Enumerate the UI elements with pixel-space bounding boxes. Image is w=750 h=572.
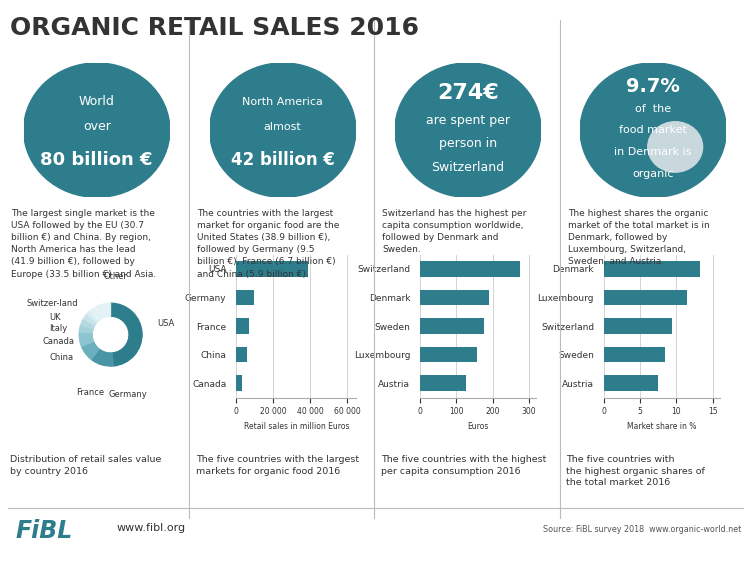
Wedge shape xyxy=(82,341,100,360)
X-axis label: Euros: Euros xyxy=(467,422,489,431)
Ellipse shape xyxy=(580,63,726,197)
Bar xyxy=(420,347,477,363)
Text: The highest shares the organic
market of the total market is in
Denmark, followe: The highest shares the organic market of… xyxy=(568,209,710,267)
Bar xyxy=(604,347,664,363)
Ellipse shape xyxy=(24,63,170,197)
Wedge shape xyxy=(79,332,94,347)
Text: 274€: 274€ xyxy=(437,83,499,103)
Bar xyxy=(420,318,484,334)
Bar xyxy=(236,289,254,305)
Wedge shape xyxy=(90,303,111,321)
Text: Switzerland has the highest per
capita consumption worldwide,
followed by Denmar: Switzerland has the highest per capita c… xyxy=(382,209,526,254)
Bar xyxy=(236,261,308,277)
Text: World: World xyxy=(79,96,115,109)
Text: China: China xyxy=(50,353,74,362)
Wedge shape xyxy=(111,303,142,366)
Text: FiBL: FiBL xyxy=(15,519,72,543)
Ellipse shape xyxy=(394,63,542,197)
Text: The five countries with the highest
per capita consumption 2016: The five countries with the highest per … xyxy=(381,455,546,475)
Text: ORGANIC RETAIL SALES 2016: ORGANIC RETAIL SALES 2016 xyxy=(10,16,419,40)
Text: almost: almost xyxy=(264,122,302,132)
Text: person in: person in xyxy=(439,137,497,150)
X-axis label: Market share in %: Market share in % xyxy=(627,422,697,431)
Text: Switzer-land: Switzer-land xyxy=(26,299,78,308)
Text: The five countries with
the highest organic shares of
the total market 2016: The five countries with the highest orga… xyxy=(566,455,705,487)
Text: of  the: of the xyxy=(635,104,671,114)
Bar xyxy=(604,289,687,305)
Text: 42 billion €: 42 billion € xyxy=(231,152,334,169)
Bar xyxy=(604,261,700,277)
Text: Canada: Canada xyxy=(43,337,74,346)
Bar xyxy=(236,347,248,363)
Wedge shape xyxy=(87,311,98,323)
Wedge shape xyxy=(80,325,93,333)
Text: in Denmark is: in Denmark is xyxy=(614,146,692,157)
Text: France: France xyxy=(76,388,104,398)
Text: 9.7%: 9.7% xyxy=(626,77,680,96)
Text: The five countries with the largest
markets for organic food 2016: The five countries with the largest mark… xyxy=(196,455,358,475)
Text: Distribution of retail sales value
by country 2016: Distribution of retail sales value by co… xyxy=(10,455,161,475)
Text: The largest single market is the
USA followed by the EU (30.7
billion €) and Chi: The largest single market is the USA fol… xyxy=(11,209,157,279)
Bar xyxy=(420,375,466,391)
Text: food market: food market xyxy=(620,125,687,135)
Bar xyxy=(420,261,520,277)
Ellipse shape xyxy=(648,122,703,172)
Text: North America: North America xyxy=(242,97,323,107)
Text: www.fibl.org: www.fibl.org xyxy=(116,523,185,533)
Text: over: over xyxy=(82,120,111,133)
Text: Italy: Italy xyxy=(50,324,68,333)
Bar xyxy=(236,375,242,391)
Text: Source: FiBL survey 2018  www.organic-world.net: Source: FiBL survey 2018 www.organic-wor… xyxy=(543,525,741,534)
Text: organic: organic xyxy=(632,169,674,179)
Text: 80 billion €: 80 billion € xyxy=(40,152,153,169)
Wedge shape xyxy=(81,319,94,329)
Bar xyxy=(604,375,658,391)
Wedge shape xyxy=(92,349,113,366)
Wedge shape xyxy=(83,314,97,325)
Ellipse shape xyxy=(209,63,356,197)
Text: UK: UK xyxy=(50,313,62,322)
Text: are spent per: are spent per xyxy=(426,114,510,126)
Text: The countries with the largest
market for organic food are the
United States (38: The countries with the largest market fo… xyxy=(197,209,340,279)
Bar xyxy=(420,289,490,305)
Bar xyxy=(236,318,248,334)
Text: Other: Other xyxy=(104,272,128,281)
Text: Germany: Germany xyxy=(109,390,147,399)
Text: USA: USA xyxy=(158,319,175,328)
X-axis label: Retail sales in million Euros: Retail sales in million Euros xyxy=(244,422,349,431)
Bar xyxy=(604,318,672,334)
Text: Switzerland: Switzerland xyxy=(431,161,505,173)
